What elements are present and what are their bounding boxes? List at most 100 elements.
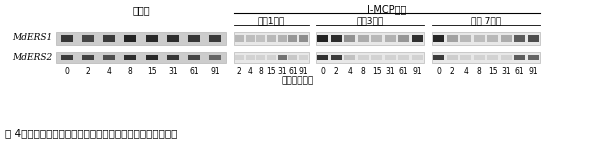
Bar [385, 54, 396, 59]
Text: 無処理: 無処理 [132, 5, 150, 15]
Bar [267, 34, 276, 41]
Bar [412, 34, 423, 41]
Bar [447, 54, 458, 59]
Bar [124, 34, 136, 41]
Bar [474, 54, 485, 59]
Bar [433, 54, 444, 59]
Text: 31: 31 [385, 67, 395, 77]
Bar [209, 54, 221, 59]
Bar [278, 34, 287, 41]
Text: MdERS2: MdERS2 [12, 52, 52, 61]
Bar [316, 31, 424, 44]
Bar [487, 34, 498, 41]
Text: 4: 4 [248, 67, 253, 77]
Text: 31: 31 [502, 67, 511, 77]
Bar [501, 54, 512, 59]
Bar [398, 34, 409, 41]
Text: 0: 0 [320, 67, 325, 77]
Bar [103, 34, 115, 41]
Text: 処理後（日）: 処理後（日） [282, 77, 314, 86]
Text: 91: 91 [299, 67, 309, 77]
Bar [167, 34, 179, 41]
Text: 2: 2 [86, 67, 90, 77]
Text: 4: 4 [348, 67, 352, 77]
Bar [124, 54, 136, 59]
Bar [514, 54, 525, 59]
Bar [412, 54, 423, 59]
Bar [188, 34, 200, 41]
Text: 61: 61 [288, 67, 298, 77]
Text: 収穭1日後: 収穭1日後 [258, 16, 285, 25]
Bar [267, 54, 276, 59]
Bar [299, 34, 308, 41]
Bar [474, 34, 485, 41]
Bar [245, 34, 254, 41]
Bar [146, 54, 158, 59]
Bar [317, 34, 328, 41]
Bar [460, 34, 471, 41]
Bar [385, 34, 396, 41]
Bar [433, 34, 444, 41]
Bar [167, 54, 179, 59]
Bar [61, 54, 73, 59]
Bar [344, 54, 355, 59]
Bar [487, 54, 498, 59]
Text: 0: 0 [64, 67, 69, 77]
Text: 8: 8 [128, 67, 133, 77]
Text: 0: 0 [437, 67, 441, 77]
Bar [460, 54, 471, 59]
Bar [398, 54, 409, 59]
Bar [56, 31, 226, 44]
Bar [447, 34, 458, 41]
Text: 91: 91 [211, 67, 220, 77]
Text: MdERS1: MdERS1 [12, 33, 52, 42]
Text: 15: 15 [267, 67, 276, 77]
Text: 61: 61 [399, 67, 408, 77]
Bar [316, 51, 424, 62]
Bar [289, 34, 297, 41]
Bar [234, 51, 309, 62]
Text: 4: 4 [463, 67, 468, 77]
Bar [358, 34, 369, 41]
Text: 2: 2 [237, 67, 242, 77]
Text: 15: 15 [147, 67, 156, 77]
Bar [245, 54, 254, 59]
Text: 2: 2 [334, 67, 339, 77]
Text: 15: 15 [488, 67, 497, 77]
Bar [289, 54, 297, 59]
Text: I-MCP処理: I-MCP処理 [368, 4, 407, 14]
Bar [256, 34, 266, 41]
Text: 収穭 7日後: 収穭 7日後 [471, 16, 501, 25]
Text: 91: 91 [412, 67, 422, 77]
Text: 围 4「ふじ」果実におけるエチレン受容体遠伝子の発現様式: 围 4「ふじ」果実におけるエチレン受容体遠伝子の発現様式 [5, 128, 178, 138]
Bar [371, 34, 382, 41]
Text: 31: 31 [277, 67, 287, 77]
Bar [432, 51, 540, 62]
Bar [82, 54, 94, 59]
Text: 31: 31 [168, 67, 178, 77]
Bar [299, 54, 308, 59]
Bar [278, 54, 287, 59]
Bar [188, 54, 200, 59]
Text: 91: 91 [529, 67, 538, 77]
Bar [103, 54, 115, 59]
Bar [235, 34, 244, 41]
Text: 4: 4 [107, 67, 112, 77]
Bar [61, 34, 73, 41]
Bar [331, 54, 342, 59]
Text: 61: 61 [189, 67, 199, 77]
Bar [256, 54, 266, 59]
Text: 8: 8 [477, 67, 481, 77]
Bar [527, 54, 539, 59]
Text: 8: 8 [258, 67, 263, 77]
Bar [56, 51, 226, 62]
Bar [358, 54, 369, 59]
Text: 15: 15 [372, 67, 382, 77]
Text: 8: 8 [361, 67, 366, 77]
Bar [514, 34, 525, 41]
Bar [82, 34, 94, 41]
Bar [527, 34, 539, 41]
Bar [317, 54, 328, 59]
Bar [331, 34, 342, 41]
Bar [209, 34, 221, 41]
